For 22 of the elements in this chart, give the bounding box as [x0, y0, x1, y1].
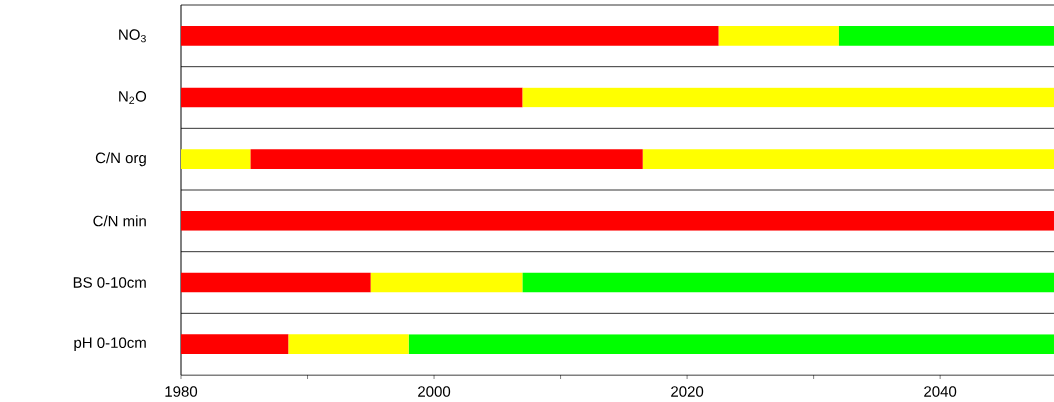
bar: [838, 25, 1054, 46]
y-tick-label: pH 0-10cm: [74, 337, 146, 351]
bar: [408, 334, 1054, 355]
bar: [370, 272, 523, 293]
bar: [718, 25, 839, 46]
bar: [181, 334, 289, 355]
bar: [181, 87, 523, 108]
bar: [181, 210, 1054, 231]
bar: [181, 272, 371, 293]
x-tick-label: 1980: [165, 386, 198, 397]
x-tick-label: 2040: [924, 386, 957, 397]
bar: [288, 334, 409, 355]
bar: [181, 25, 719, 46]
x-tick-label: 2020: [671, 386, 704, 397]
x-tick-label: 2000: [418, 386, 451, 397]
bar: [522, 87, 1054, 108]
y-tick-label: C/N org: [95, 152, 146, 167]
bar: [522, 272, 1054, 293]
y-tick-label: C/N min: [93, 215, 146, 227]
y-tick-label: BS 0-10cm: [73, 277, 146, 288]
y-tick-label: N$_{2}$O: [119, 91, 147, 104]
y-tick-label: NO$_{3}$: [119, 29, 146, 43]
